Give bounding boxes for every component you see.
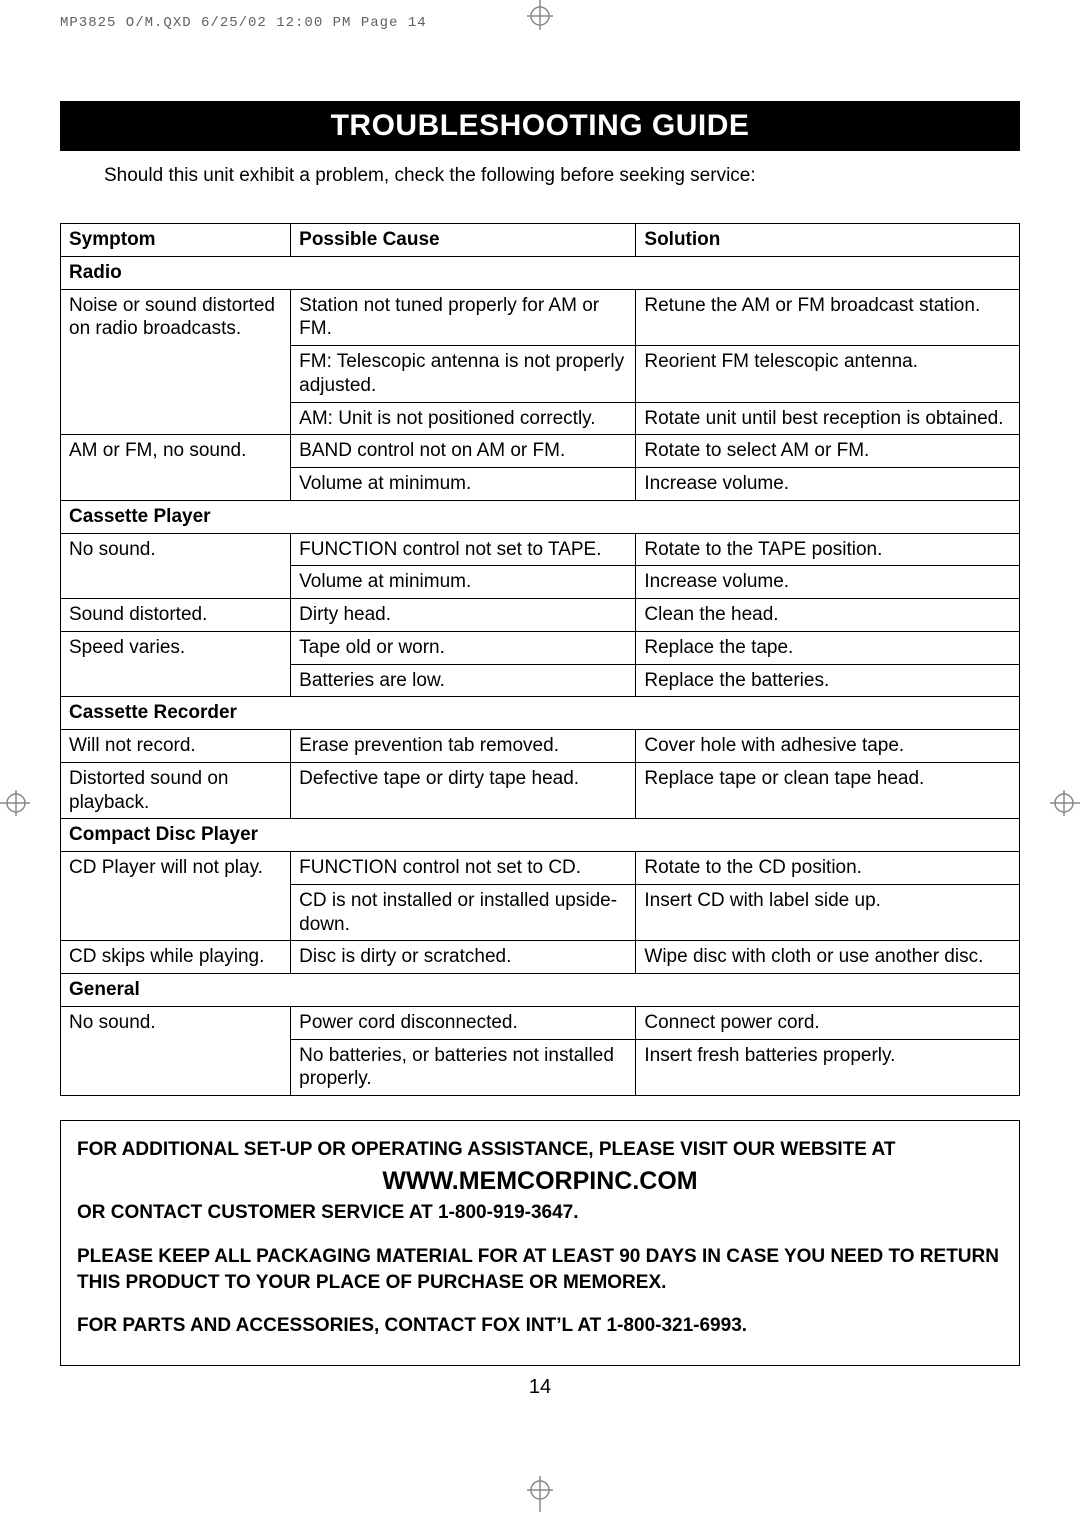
section-label: Cassette Recorder	[61, 697, 1020, 730]
page: MP3825 O/M.QXD 6/25/02 12:00 PM Page 14 …	[0, 0, 1080, 1459]
cell-solution: Connect power cord.	[636, 1006, 1020, 1039]
cell-solution: Insert CD with label side up.	[636, 884, 1020, 941]
cell-solution: Wipe disc with cloth or use another disc…	[636, 941, 1020, 974]
cell-solution: Cover hole with adhesive tape.	[636, 730, 1020, 763]
table-row: Noise or sound distorted on radio broadc…	[61, 289, 1020, 346]
crop-mark-top-icon	[527, 0, 553, 37]
table-row: Speed varies. Tape old or worn. Replace …	[61, 631, 1020, 664]
cell-cause: Volume at minimum.	[291, 468, 636, 501]
table-row: CD Player will not play. FUNCTION contro…	[61, 852, 1020, 885]
cell-solution: Increase volume.	[636, 566, 1020, 599]
cell-symptom: Speed varies.	[61, 631, 291, 697]
cell-symptom: CD skips while playing.	[61, 941, 291, 974]
cell-cause: CD is not installed or installed upside-…	[291, 884, 636, 941]
cell-solution: Replace the batteries.	[636, 664, 1020, 697]
cell-solution: Retune the AM or FM broadcast station.	[636, 289, 1020, 346]
section-cassette-player: Cassette Player	[61, 500, 1020, 533]
cell-solution: Rotate to the TAPE position.	[636, 533, 1020, 566]
cell-symptom: Noise or sound distorted on radio broadc…	[61, 289, 291, 435]
section-radio: Radio	[61, 256, 1020, 289]
cell-symptom: Sound distorted.	[61, 599, 291, 632]
page-title: TROUBLESHOOTING GUIDE	[60, 101, 1020, 151]
cell-cause: FM: Telescopic antenna is not properly a…	[291, 346, 636, 403]
section-label: Cassette Player	[61, 500, 1020, 533]
cell-solution: Reorient FM telescopic antenna.	[636, 346, 1020, 403]
footer-line: FOR PARTS AND ACCESSORIES, CONTACT FOX I…	[77, 1313, 1003, 1339]
cell-cause: Power cord disconnected.	[291, 1006, 636, 1039]
cell-cause: BAND control not on AM or FM.	[291, 435, 636, 468]
footer-box: FOR ADDITIONAL SET-UP OR OPERATING ASSIS…	[60, 1120, 1020, 1366]
cell-solution: Insert fresh batteries properly.	[636, 1039, 1020, 1096]
cell-solution: Replace the tape.	[636, 631, 1020, 664]
intro-text: Should this unit exhibit a problem, chec…	[104, 165, 1020, 187]
cell-cause: No batteries, or batteries not installed…	[291, 1039, 636, 1096]
cell-solution: Rotate to select AM or FM.	[636, 435, 1020, 468]
cell-cause: Volume at minimum.	[291, 566, 636, 599]
crop-mark-left-icon	[0, 790, 30, 823]
col-header-solution: Solution	[636, 224, 1020, 257]
crop-mark-right-icon	[1050, 790, 1080, 823]
cell-cause: AM: Unit is not positioned correctly.	[291, 402, 636, 435]
page-number: 14	[60, 1376, 1020, 1399]
col-header-cause: Possible Cause	[291, 224, 636, 257]
cell-symptom: CD Player will not play.	[61, 852, 291, 941]
cell-cause: Tape old or worn.	[291, 631, 636, 664]
table-header-row: Symptom Possible Cause Solution	[61, 224, 1020, 257]
cell-cause: Station not tuned properly for AM or FM.	[291, 289, 636, 346]
cell-solution: Clean the head.	[636, 599, 1020, 632]
footer-website: WWW.MEMCORPINC.COM	[77, 1165, 1003, 1199]
cell-solution: Rotate unit until best reception is obta…	[636, 402, 1020, 435]
table-row: Sound distorted. Dirty head. Clean the h…	[61, 599, 1020, 632]
cell-cause: Batteries are low.	[291, 664, 636, 697]
section-cd-player: Compact Disc Player	[61, 819, 1020, 852]
table-row: CD skips while playing. Disc is dirty or…	[61, 941, 1020, 974]
footer-line: OR CONTACT CUSTOMER SERVICE AT 1-800-919…	[77, 1200, 1003, 1226]
troubleshooting-table: Symptom Possible Cause Solution Radio No…	[60, 223, 1020, 1096]
cell-symptom: No sound.	[61, 533, 291, 599]
cell-solution: Increase volume.	[636, 468, 1020, 501]
cell-cause: Dirty head.	[291, 599, 636, 632]
cell-solution: Rotate to the CD position.	[636, 852, 1020, 885]
table-row: Will not record. Erase prevention tab re…	[61, 730, 1020, 763]
table-row: Distorted sound on playback. Defective t…	[61, 762, 1020, 819]
cell-cause: Defective tape or dirty tape head.	[291, 762, 636, 819]
col-header-symptom: Symptom	[61, 224, 291, 257]
cell-symptom: Will not record.	[61, 730, 291, 763]
section-general: General	[61, 974, 1020, 1007]
cell-solution: Replace tape or clean tape head.	[636, 762, 1020, 819]
crop-mark-bottom-icon	[527, 1476, 553, 1519]
cell-symptom: Distorted sound on playback.	[61, 762, 291, 819]
cell-cause: Erase prevention tab removed.	[291, 730, 636, 763]
table-row: No sound. FUNCTION control not set to TA…	[61, 533, 1020, 566]
cell-symptom: AM or FM, no sound.	[61, 435, 291, 501]
section-cassette-recorder: Cassette Recorder	[61, 697, 1020, 730]
table-row: AM or FM, no sound. BAND control not on …	[61, 435, 1020, 468]
cell-cause: Disc is dirty or scratched.	[291, 941, 636, 974]
cell-symptom: No sound.	[61, 1006, 291, 1095]
section-label: General	[61, 974, 1020, 1007]
section-label: Compact Disc Player	[61, 819, 1020, 852]
section-label: Radio	[61, 256, 1020, 289]
cell-cause: FUNCTION control not set to CD.	[291, 852, 636, 885]
footer-line: FOR ADDITIONAL SET-UP OR OPERATING ASSIS…	[77, 1137, 1003, 1163]
cell-cause: FUNCTION control not set to TAPE.	[291, 533, 636, 566]
footer-line: PLEASE KEEP ALL PACKAGING MATERIAL FOR A…	[77, 1244, 1003, 1295]
table-row: No sound. Power cord disconnected. Conne…	[61, 1006, 1020, 1039]
